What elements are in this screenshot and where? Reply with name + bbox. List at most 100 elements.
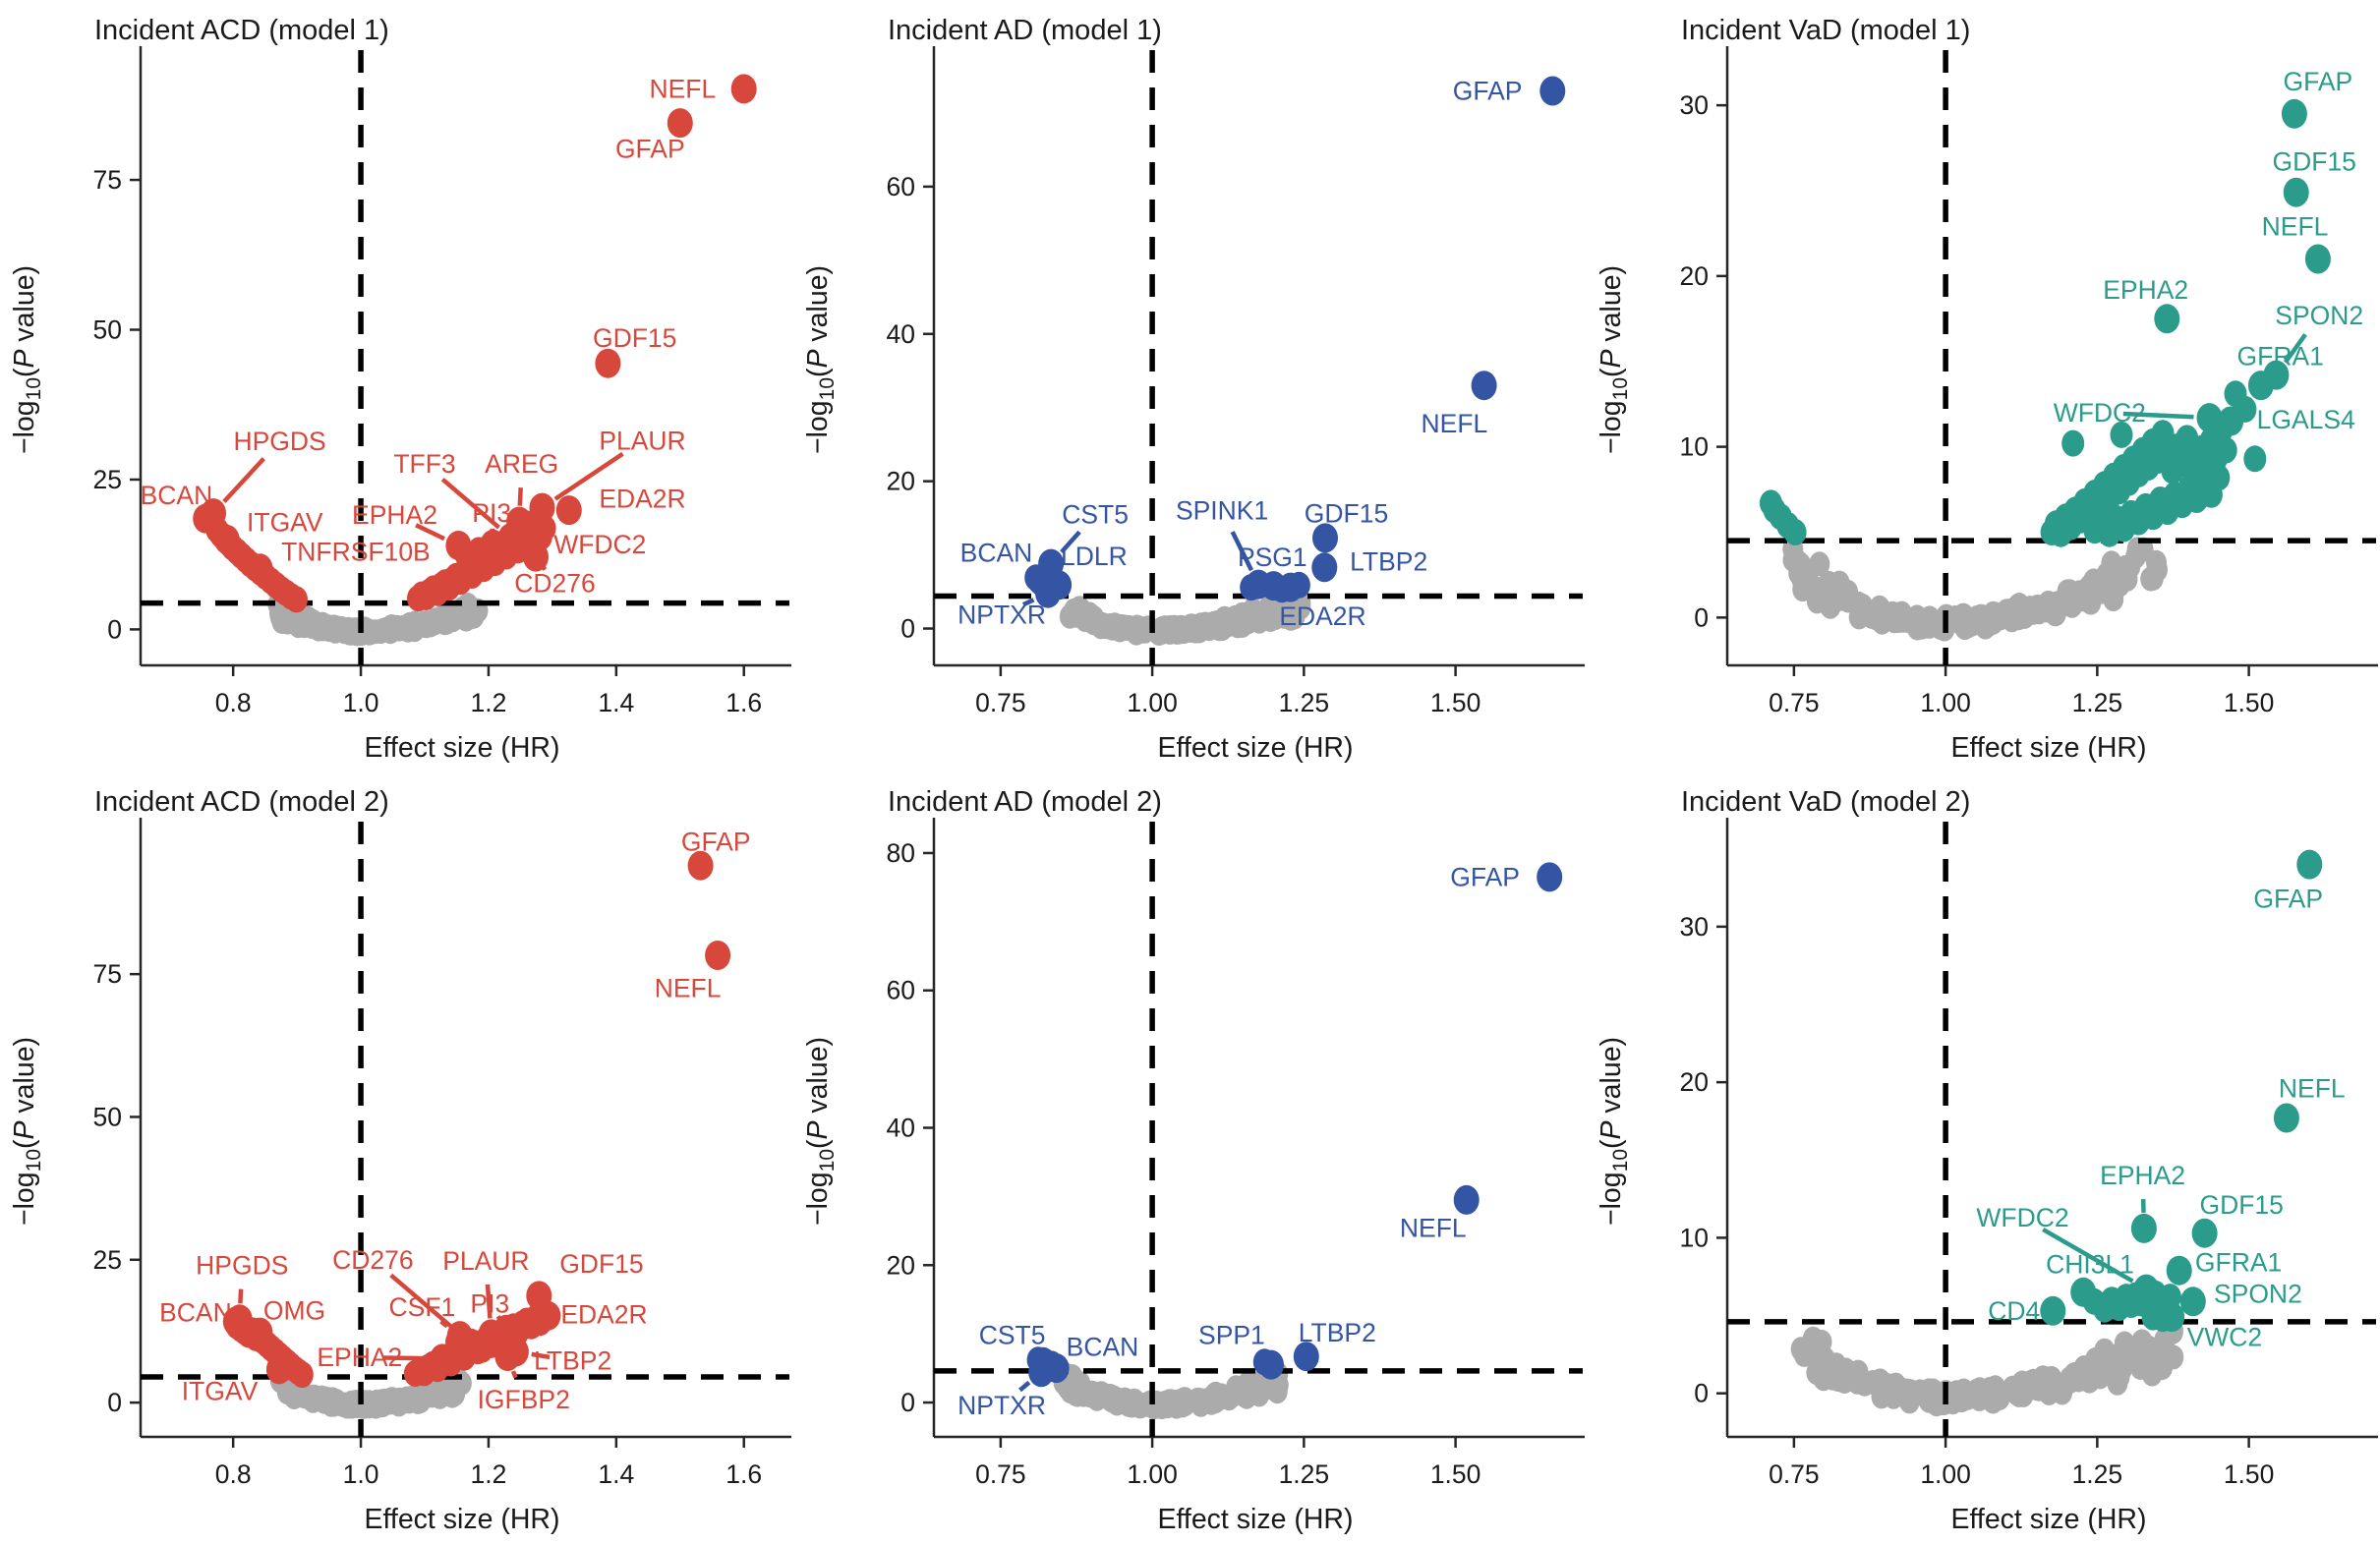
gene-label-bcan: BCAN <box>159 1297 232 1327</box>
y-tick-label: 60 <box>887 976 915 1005</box>
x-tick-label: 0.75 <box>1769 688 1820 717</box>
label-leader-line <box>1021 598 1035 607</box>
label-leader-line <box>485 1284 493 1319</box>
panel-title: Incident VaD (model 2) <box>1681 786 1970 818</box>
gene-label-gfap: GFAP <box>681 827 751 856</box>
gene-label-gdf15: GDF15 <box>1305 499 1388 529</box>
y-tick-label: 0 <box>900 1388 915 1417</box>
gene-point-omg <box>247 1317 273 1347</box>
x-axis-title: Effect size (HR) <box>364 732 559 764</box>
y-tick-label: 30 <box>1680 912 1709 942</box>
x-axis-title: Effect size (HR) <box>364 1504 559 1535</box>
label-leader-line <box>439 1319 449 1329</box>
gene-label-pi3: PI3 <box>472 498 511 528</box>
nonsignificant-points <box>269 1366 472 1419</box>
x-tick-label: 0.75 <box>975 688 1026 717</box>
gene-label-gfra1: GFRA1 <box>2195 1248 2282 1278</box>
gene-label-nefl: NEFL <box>649 74 716 103</box>
gene-label-gfap: GFAP <box>2284 67 2353 96</box>
gene-point-eda2r <box>555 495 582 526</box>
label-leader-line <box>517 486 523 506</box>
gene-point-spp1 <box>1258 1349 1284 1380</box>
x-tick-label: 0.75 <box>1769 1459 1820 1489</box>
label-leader-line <box>1230 531 1254 572</box>
panel-incident-ad-model-1: Incident AD (model 1) 0.75 1.00 1.25 1.50 0 20… <box>793 0 1587 772</box>
gene-label-igfbp2: IGFBP2 <box>478 1385 570 1414</box>
gene-label-spon2: SPON2 <box>2214 1279 2302 1308</box>
label-leader-line <box>2283 332 2307 365</box>
gene-label-epha2: EPHA2 <box>2103 275 2188 305</box>
gene-point-epha2 <box>430 1344 456 1374</box>
axes <box>1725 46 2378 667</box>
gene-label-itgav: ITGAV <box>247 507 323 537</box>
panel-title: Incident ACD (model 1) <box>94 15 389 46</box>
gene-label-wfdc2: WFDC2 <box>2054 398 2146 428</box>
gene-label-gfap: GFAP <box>1453 77 1523 106</box>
y-tick-label: 30 <box>1680 90 1709 120</box>
x-axis-title: Effect size (HR) <box>1950 1504 2146 1535</box>
y-tick-label: 20 <box>1680 261 1709 291</box>
y-axis-title: −log10(P value) <box>9 1037 45 1226</box>
volcano-chart-incident-acd-model-2: Incident ACD (model 2) 0.8 1.0 1.2 1.4 1.6 0 25… <box>9 786 791 1535</box>
gene-point-lgals4 <box>2218 406 2244 436</box>
gene-point-gdf15 <box>2191 1218 2218 1248</box>
gene-label-eda2r: EDA2R <box>560 1300 647 1330</box>
gene-label-lgals4: LGALS4 <box>2257 405 2355 434</box>
x-tick-label: 1.0 <box>343 1459 379 1489</box>
gene-point-igfbp2 <box>494 1342 521 1371</box>
nonsignificant-points <box>1059 586 1311 646</box>
gene-point-chi3l1 <box>2070 1277 2097 1307</box>
x-axis-title: Effect size (HR) <box>1950 732 2146 764</box>
gene-label-plaur: PLAUR <box>442 1246 529 1276</box>
gene-label-nefl: NEFL <box>2262 212 2329 242</box>
gene-point-gfap <box>1539 76 1566 106</box>
gene-label-itgav: ITGAV <box>182 1377 259 1406</box>
panel-incident-acd-model-1: Incident ACD (model 1) 0.8 1.0 1.2 1.4 1.6 0 25… <box>0 0 793 772</box>
y-axis-title: −log10(P value) <box>1596 1037 1632 1226</box>
gene-label-ltbp2: LTBP2 <box>1299 1318 1376 1347</box>
x-tick-label: 1.00 <box>1920 688 1971 717</box>
tick-marks: 0.75 1.00 1.25 1.50 0 20 40 60 80 <box>887 838 1481 1489</box>
gene-point-gdf15 <box>1312 523 1338 553</box>
x-tick-label: 1.4 <box>598 1459 634 1489</box>
y-tick-label: 20 <box>887 1250 915 1280</box>
gene-point-nptxr <box>1028 1357 1055 1388</box>
gene-point-nefl <box>2273 1103 2299 1133</box>
panel-incident-vad-model-1: Incident VaD (model 1) 0.75 1.00 1.25 1.50 0 1… <box>1587 0 2380 772</box>
gene-label-nefl: NEFL <box>655 974 722 1003</box>
gene-label-gfap: GFAP <box>615 134 685 163</box>
axes <box>139 46 791 667</box>
axes <box>932 46 1585 667</box>
label-leader-line <box>2122 411 2194 420</box>
label-leader-line <box>415 523 445 542</box>
x-tick-label: 1.4 <box>598 688 634 717</box>
nonsignificant-points <box>1782 537 2168 642</box>
x-tick-label: 1.00 <box>1127 1459 1178 1489</box>
label-leader-line <box>382 1355 428 1361</box>
nonsignificant-points <box>1053 1361 1289 1420</box>
x-tick-label: 1.50 <box>1430 1459 1481 1489</box>
gene-point-itgav <box>213 524 240 554</box>
x-tick-label: 0.75 <box>975 1459 1026 1489</box>
gene-label-csf1: CSF1 <box>389 1292 456 1322</box>
gene-point-nefl <box>730 74 757 104</box>
gene-label-epha2: EPHA2 <box>317 1343 402 1372</box>
label-leader-line <box>389 1273 461 1336</box>
gene-label-nefl: NEFL <box>2279 1074 2346 1104</box>
gene-label-gdf15: GDF15 <box>2199 1190 2283 1220</box>
y-tick-label: 0 <box>900 614 915 644</box>
gene-point-gfap <box>2281 98 2307 129</box>
gene-point-gdf15 <box>595 348 621 378</box>
y-tick-label: 80 <box>887 838 915 868</box>
panel-title: Incident VaD (model 1) <box>1681 15 1970 46</box>
panel-incident-acd-model-2: Incident ACD (model 2) 0.8 1.0 1.2 1.4 1.6 0 25… <box>0 772 793 1543</box>
gene-label-psg1: PSG1 <box>1238 543 1307 572</box>
gene-label-gfra1: GFRA1 <box>2237 342 2324 372</box>
y-axis-title: −log10(P value) <box>802 265 839 454</box>
gene-label-cd276: CD276 <box>332 1245 414 1275</box>
volcano-chart-incident-acd-model-1: Incident ACD (model 1) 0.8 1.0 1.2 1.4 1.6 0 25… <box>9 15 791 764</box>
x-tick-label: 1.50 <box>1430 688 1481 717</box>
gene-label-wfdc2: WFDC2 <box>1976 1203 2068 1232</box>
gene-point-nefl <box>1471 371 1497 401</box>
volcano-chart-incident-vad-model-2: Incident VaD (model 2) 0.75 1.00 1.25 1.50 0 1… <box>1596 786 2378 1535</box>
